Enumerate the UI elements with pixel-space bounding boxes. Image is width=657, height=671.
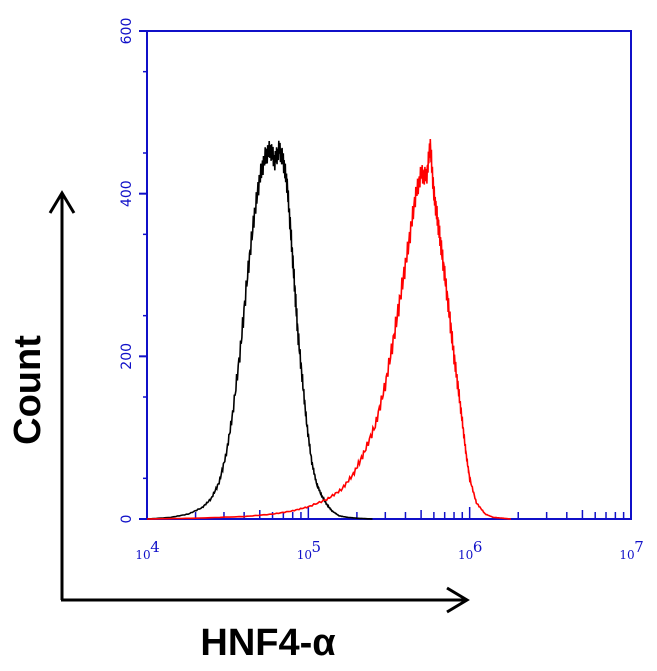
y-axis-ticks: 0 200 400 600: [119, 18, 147, 524]
x-tick-label: 10 4: [135, 538, 159, 562]
x-tick-exponent: 6: [473, 538, 483, 556]
x-axis-ticks: 10 4 10 5 10 6 10 7: [135, 507, 644, 562]
x-tick-label: 10 7: [619, 538, 643, 562]
x-tick-label: 10 6: [458, 538, 482, 562]
y-tick-label: 400: [119, 180, 135, 207]
x-tick-exponent: 7: [634, 538, 644, 556]
series-layer: [146, 138, 511, 520]
x-tick-base: 10: [135, 548, 150, 562]
y-axis-label: Count: [7, 335, 49, 445]
y-arrow-head: [48, 190, 76, 214]
series-line: [146, 140, 373, 520]
x-tick-base: 10: [458, 548, 473, 562]
x-tick-label: 10 5: [297, 538, 321, 562]
plot-frame: [146, 30, 632, 520]
x-tick-base: 10: [619, 548, 634, 562]
x-arrow-head: [446, 586, 470, 614]
y-tick-label: 600: [119, 18, 135, 45]
y-tick-label: 0: [119, 515, 135, 524]
y-tick-label: 200: [119, 343, 135, 370]
x-tick-base: 10: [297, 548, 312, 562]
series-line: [146, 138, 511, 520]
x-axis-label: HNF4-α: [200, 622, 335, 664]
x-tick-exponent: 5: [312, 538, 322, 556]
x-tick-exponent: 4: [150, 538, 160, 556]
